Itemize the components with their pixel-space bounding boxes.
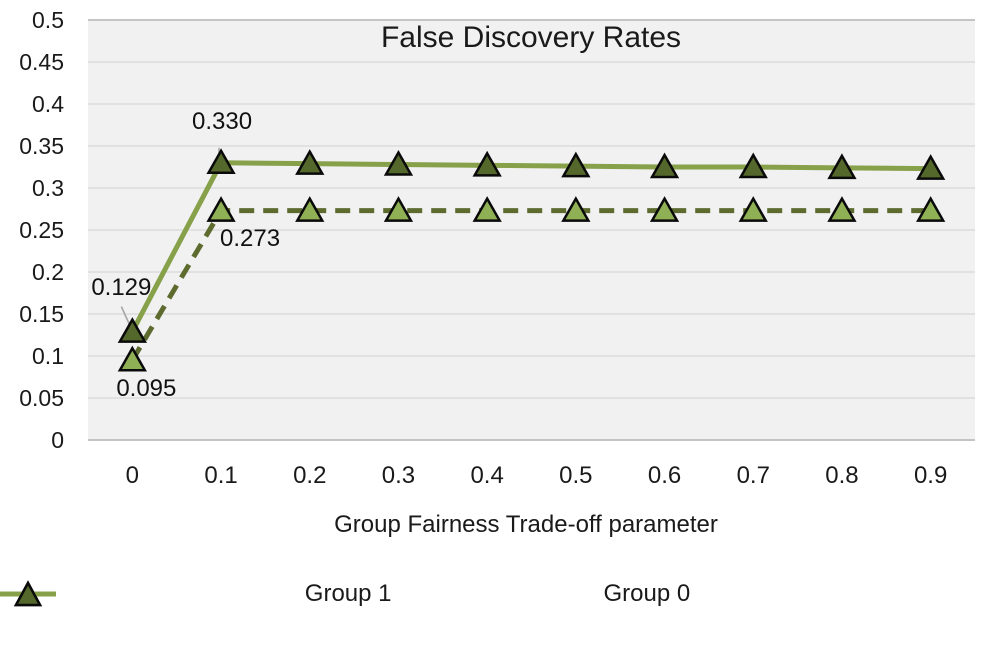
marker-group-0 [561, 151, 591, 178]
marker-group-0 [472, 150, 502, 177]
marker-group-0 [916, 154, 946, 180]
legend-marker-icon [0, 580, 56, 607]
marker-group-0 [649, 152, 680, 179]
marker-group-1 [827, 196, 857, 222]
y-tick-label: 0.3 [32, 175, 64, 201]
marker-group-1 [738, 196, 768, 222]
x-tick-label: 0.5 [559, 462, 593, 489]
legend: Group 1 Group 0 [0, 580, 995, 608]
x-tick-label: 0.8 [825, 462, 859, 489]
y-tick-label: 0.2 [32, 259, 64, 285]
y-tick-label: 0.15 [19, 301, 64, 327]
data-label: 0.273 [220, 224, 281, 252]
marker-group-0 [206, 148, 236, 175]
marker-group-0 [383, 149, 414, 176]
y-tick-label: 0.5 [32, 7, 64, 33]
marker-group-0 [738, 152, 768, 179]
y-tick-label: 0.4 [32, 91, 64, 117]
y-tick-label: 0 [51, 427, 64, 453]
marker-group-1 [649, 196, 680, 222]
x-tick-label: 0.9 [913, 462, 948, 489]
x-tick-label: 0 [125, 462, 140, 489]
legend-label: Group 0 [603, 580, 691, 607]
x-axis-title: Group Fairness Trade-off parameter [334, 511, 718, 538]
x-tick-label: 0.6 [647, 462, 682, 489]
marker-group-0 [827, 153, 857, 180]
x-tick-label: 0.2 [293, 462, 327, 489]
data-label: 0.095 [116, 375, 177, 403]
marker-group-1 [916, 196, 946, 222]
marker-group-1 [206, 196, 236, 222]
chart-title: False Discovery Rates [380, 21, 682, 54]
data-label: 0.129 [91, 273, 152, 301]
series-line-group-0 [130, 160, 931, 333]
marker-group-1 [117, 345, 147, 372]
marker-group-0 [117, 317, 147, 343]
marker-group-1 [561, 196, 591, 222]
marker-group-0 [295, 149, 325, 175]
y-tick-label: 0.25 [19, 217, 64, 243]
legend-label: Group 1 [304, 580, 392, 607]
data-label: 0.330 [192, 107, 253, 135]
marker-group-1 [472, 196, 502, 222]
x-tick-label: 0.3 [381, 462, 416, 489]
series-line-group-1 [130, 208, 931, 362]
legend-item-group-0: Group 0 [0, 580, 691, 608]
y-tick-label: 0.35 [19, 133, 64, 159]
x-tick-label: 0.7 [736, 462, 770, 489]
y-tick-label: 0.45 [19, 49, 64, 75]
x-tick-label: 0.1 [204, 462, 238, 489]
y-tick-label: 0.05 [19, 385, 64, 411]
marker-group-1 [383, 196, 414, 222]
x-tick-label: 0.4 [470, 462, 504, 489]
marker-group-1 [295, 196, 325, 222]
y-tick-label: 0.1 [32, 343, 64, 369]
legend-item-group-1: Group 1 [0, 580, 392, 608]
